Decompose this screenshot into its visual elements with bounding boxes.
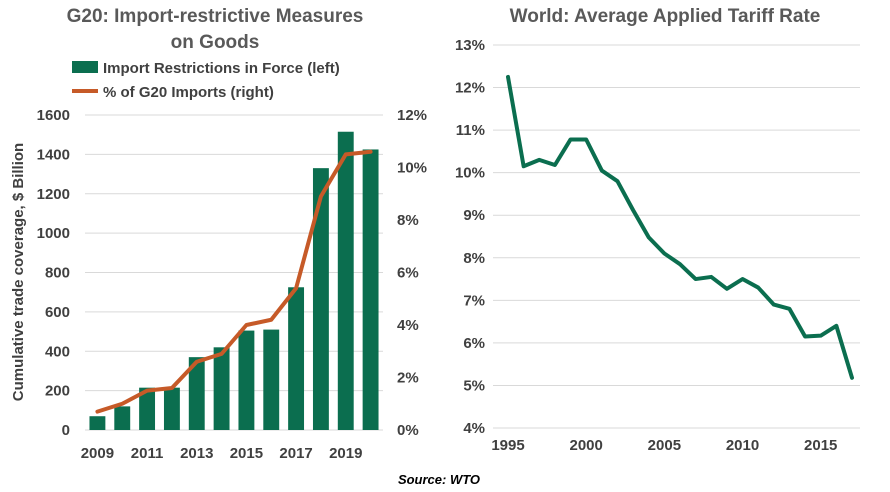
left-y-tick-label: 1200 (37, 186, 70, 203)
left-y-axis-title: Cumulative trade coverage, $ Billion (10, 143, 27, 401)
left-chart-title-line2: on Goods (171, 32, 260, 53)
left-x-tick-label: 2017 (279, 445, 312, 462)
right-y-tick-label: 5% (463, 377, 485, 394)
right-y-tick-label: 10% (397, 160, 427, 177)
left-chart-x-ticks: 2009 2011 2013 2015 2017 2019 (81, 445, 363, 462)
left-y-tick-label: 1400 (37, 146, 70, 163)
left-chart-title-line1: G20: Import-restrictive Measures (67, 6, 364, 27)
bar-2020 (362, 149, 379, 430)
right-chart-y-ticks: 4% 5% 6% 7% 8% 9% 10% 11% 12% 13% (455, 37, 485, 437)
source-note: Source: WTO (398, 472, 480, 487)
pct-imports-line (95, 149, 373, 414)
bar-2011 (139, 387, 156, 430)
left-y-tick-label: 200 (45, 383, 70, 400)
bar-2013 (188, 357, 205, 430)
left-x-tick-label: 2011 (131, 445, 164, 462)
right-x-tick-label: 2015 (804, 437, 837, 454)
right-y-tick-label: 9% (463, 207, 485, 224)
right-chart-gridlines (493, 44, 860, 429)
right-y-tick-label: 12% (397, 107, 427, 124)
left-x-tick-label: 2009 (81, 445, 114, 462)
bar-2014 (213, 347, 230, 430)
left-chart-y-ticks-left: 0 200 400 600 800 1000 1200 1400 1600 (37, 107, 70, 439)
left-chart-legend: Import Restrictions in Force (left) % of… (72, 60, 340, 101)
bar-2018 (312, 168, 329, 430)
left-y-tick-label: 400 (45, 343, 70, 360)
right-y-tick-label: 8% (397, 212, 419, 229)
right-y-tick-label: 11% (456, 122, 485, 139)
right-x-tick-label: 2005 (648, 437, 681, 454)
right-chart-tariff-line (506, 74, 854, 380)
left-x-tick-label: 2013 (180, 445, 213, 462)
bar-2016 (263, 329, 280, 430)
bar-2015 (238, 330, 255, 430)
left-y-tick-label: 800 (45, 265, 70, 282)
right-chart-x-ticks: 1995 2000 2005 2010 2015 (491, 437, 837, 454)
left-chart-y-ticks-right: 0% 2% 4% 6% 8% 10% 12% (397, 107, 427, 439)
right-y-tick-label: 0% (397, 422, 419, 439)
right-y-tick-label: 8% (463, 250, 485, 267)
right-y-tick-label: 13% (455, 37, 485, 54)
left-x-tick-label: 2019 (329, 445, 362, 462)
legend-line-label: % of G20 Imports (right) (103, 84, 274, 101)
left-chart-pct-line (95, 149, 373, 414)
right-y-tick-label: 7% (463, 292, 485, 309)
left-chart-gridlines (85, 114, 383, 431)
right-chart-title: World: Average Applied Tariff Rate (510, 6, 821, 27)
bar-2012 (163, 387, 180, 430)
right-y-tick-label: 4% (397, 317, 419, 334)
right-y-tick-label: 4% (463, 420, 485, 437)
right-x-tick-label: 1995 (491, 437, 524, 454)
right-y-tick-label: 6% (463, 335, 485, 352)
right-y-tick-label: 2% (397, 370, 419, 387)
left-x-tick-label: 2015 (230, 445, 263, 462)
left-y-tick-label: 1000 (37, 225, 70, 242)
right-y-tick-label: 6% (397, 265, 419, 282)
bar-2009 (89, 416, 106, 430)
bar-2010 (114, 406, 131, 430)
left-y-tick-label: 1600 (37, 107, 70, 124)
legend-bar-label: Import Restrictions in Force (left) (103, 60, 340, 77)
tariff-rate-line (506, 74, 854, 380)
right-x-tick-label: 2010 (726, 437, 759, 454)
left-y-tick-label: 600 (45, 304, 70, 321)
right-y-tick-label: 10% (455, 165, 485, 182)
bar-2019 (337, 131, 354, 430)
right-y-tick-label: 12% (455, 80, 485, 97)
right-x-tick-label: 2000 (569, 437, 602, 454)
left-chart-bars (89, 131, 379, 430)
legend-bar-swatch (72, 61, 98, 73)
left-y-tick-label: 0 (62, 422, 70, 439)
bar-2017 (288, 287, 305, 430)
